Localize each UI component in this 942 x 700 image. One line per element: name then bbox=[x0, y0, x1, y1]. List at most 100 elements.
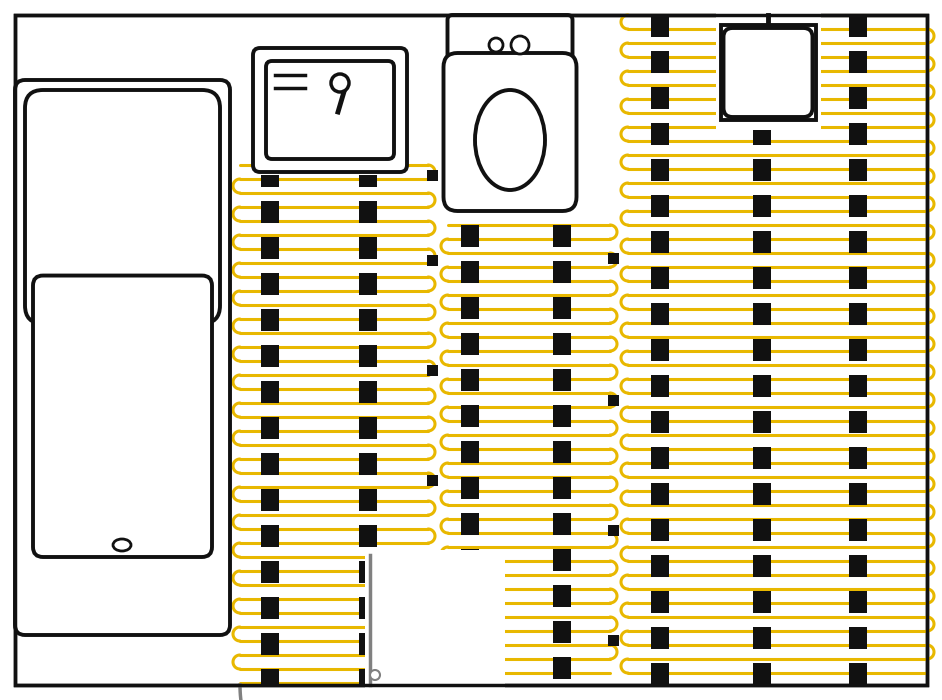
Bar bbox=[553, 441, 571, 463]
FancyBboxPatch shape bbox=[266, 61, 394, 159]
Bar bbox=[651, 375, 669, 397]
Bar bbox=[651, 663, 669, 685]
Bar bbox=[753, 519, 771, 541]
Bar bbox=[261, 561, 279, 583]
FancyBboxPatch shape bbox=[33, 276, 212, 557]
Bar bbox=[461, 225, 479, 247]
Bar bbox=[753, 51, 771, 73]
Bar bbox=[651, 339, 669, 361]
Bar bbox=[261, 345, 279, 367]
Bar bbox=[651, 483, 669, 505]
Bar bbox=[651, 411, 669, 433]
Bar bbox=[261, 489, 279, 511]
Bar bbox=[651, 267, 669, 289]
FancyBboxPatch shape bbox=[447, 15, 573, 75]
Bar bbox=[461, 297, 479, 319]
FancyBboxPatch shape bbox=[723, 28, 813, 117]
Bar bbox=[461, 405, 479, 427]
Bar bbox=[359, 633, 377, 655]
Bar bbox=[427, 629, 437, 641]
Bar bbox=[753, 483, 771, 505]
Bar bbox=[849, 627, 867, 649]
Bar bbox=[461, 549, 479, 571]
Bar bbox=[359, 597, 377, 619]
Bar bbox=[753, 15, 771, 37]
Bar bbox=[553, 585, 571, 607]
Bar bbox=[608, 524, 619, 536]
Bar bbox=[427, 570, 437, 580]
Bar bbox=[753, 339, 771, 361]
Circle shape bbox=[489, 38, 503, 52]
Bar bbox=[849, 195, 867, 217]
Bar bbox=[651, 195, 669, 217]
Bar bbox=[359, 417, 377, 439]
Bar bbox=[553, 261, 571, 283]
Bar bbox=[651, 15, 669, 37]
Bar bbox=[461, 261, 479, 283]
Bar bbox=[261, 417, 279, 439]
FancyBboxPatch shape bbox=[15, 80, 230, 635]
Bar bbox=[849, 663, 867, 685]
Bar bbox=[753, 555, 771, 577]
Bar bbox=[849, 87, 867, 109]
Bar bbox=[359, 345, 377, 367]
Bar bbox=[849, 483, 867, 505]
Bar bbox=[427, 255, 437, 265]
Bar bbox=[452, 15, 567, 215]
Bar bbox=[359, 561, 377, 583]
Circle shape bbox=[511, 36, 529, 54]
Bar bbox=[849, 375, 867, 397]
Bar bbox=[651, 231, 669, 253]
Bar bbox=[849, 159, 867, 181]
Bar bbox=[553, 621, 571, 643]
Bar bbox=[553, 225, 571, 247]
Ellipse shape bbox=[113, 539, 131, 551]
Bar bbox=[849, 519, 867, 541]
Bar bbox=[261, 273, 279, 295]
Bar bbox=[753, 303, 771, 325]
Ellipse shape bbox=[475, 90, 545, 190]
Bar bbox=[261, 309, 279, 331]
Bar bbox=[359, 669, 377, 685]
Bar bbox=[461, 513, 479, 535]
Bar bbox=[261, 381, 279, 403]
Bar bbox=[553, 405, 571, 427]
Bar bbox=[461, 333, 479, 355]
Bar bbox=[427, 365, 437, 375]
Bar bbox=[359, 237, 377, 259]
Bar bbox=[753, 627, 771, 649]
Bar bbox=[651, 87, 669, 109]
Bar bbox=[849, 303, 867, 325]
Bar bbox=[261, 597, 279, 619]
Bar bbox=[651, 447, 669, 469]
Bar bbox=[359, 381, 377, 403]
Bar bbox=[651, 519, 669, 541]
Bar bbox=[651, 591, 669, 613]
Bar bbox=[553, 333, 571, 355]
Bar bbox=[261, 201, 279, 223]
Bar bbox=[359, 489, 377, 511]
Bar bbox=[849, 51, 867, 73]
FancyBboxPatch shape bbox=[25, 90, 220, 323]
Bar bbox=[365, 550, 505, 690]
Bar bbox=[753, 195, 771, 217]
Bar bbox=[651, 123, 669, 145]
Bar bbox=[461, 441, 479, 463]
Bar bbox=[461, 621, 479, 643]
Bar bbox=[753, 123, 771, 145]
Bar bbox=[753, 591, 771, 613]
Bar bbox=[255, 50, 405, 175]
Bar bbox=[849, 231, 867, 253]
Bar bbox=[651, 159, 669, 181]
Bar bbox=[359, 165, 377, 187]
FancyBboxPatch shape bbox=[253, 48, 407, 172]
Bar bbox=[23, 88, 222, 627]
Bar bbox=[359, 201, 377, 223]
Bar bbox=[553, 513, 571, 535]
Bar bbox=[753, 87, 771, 109]
Bar bbox=[359, 453, 377, 475]
Bar bbox=[849, 411, 867, 433]
Bar bbox=[651, 303, 669, 325]
Bar bbox=[553, 297, 571, 319]
Bar bbox=[461, 657, 479, 679]
